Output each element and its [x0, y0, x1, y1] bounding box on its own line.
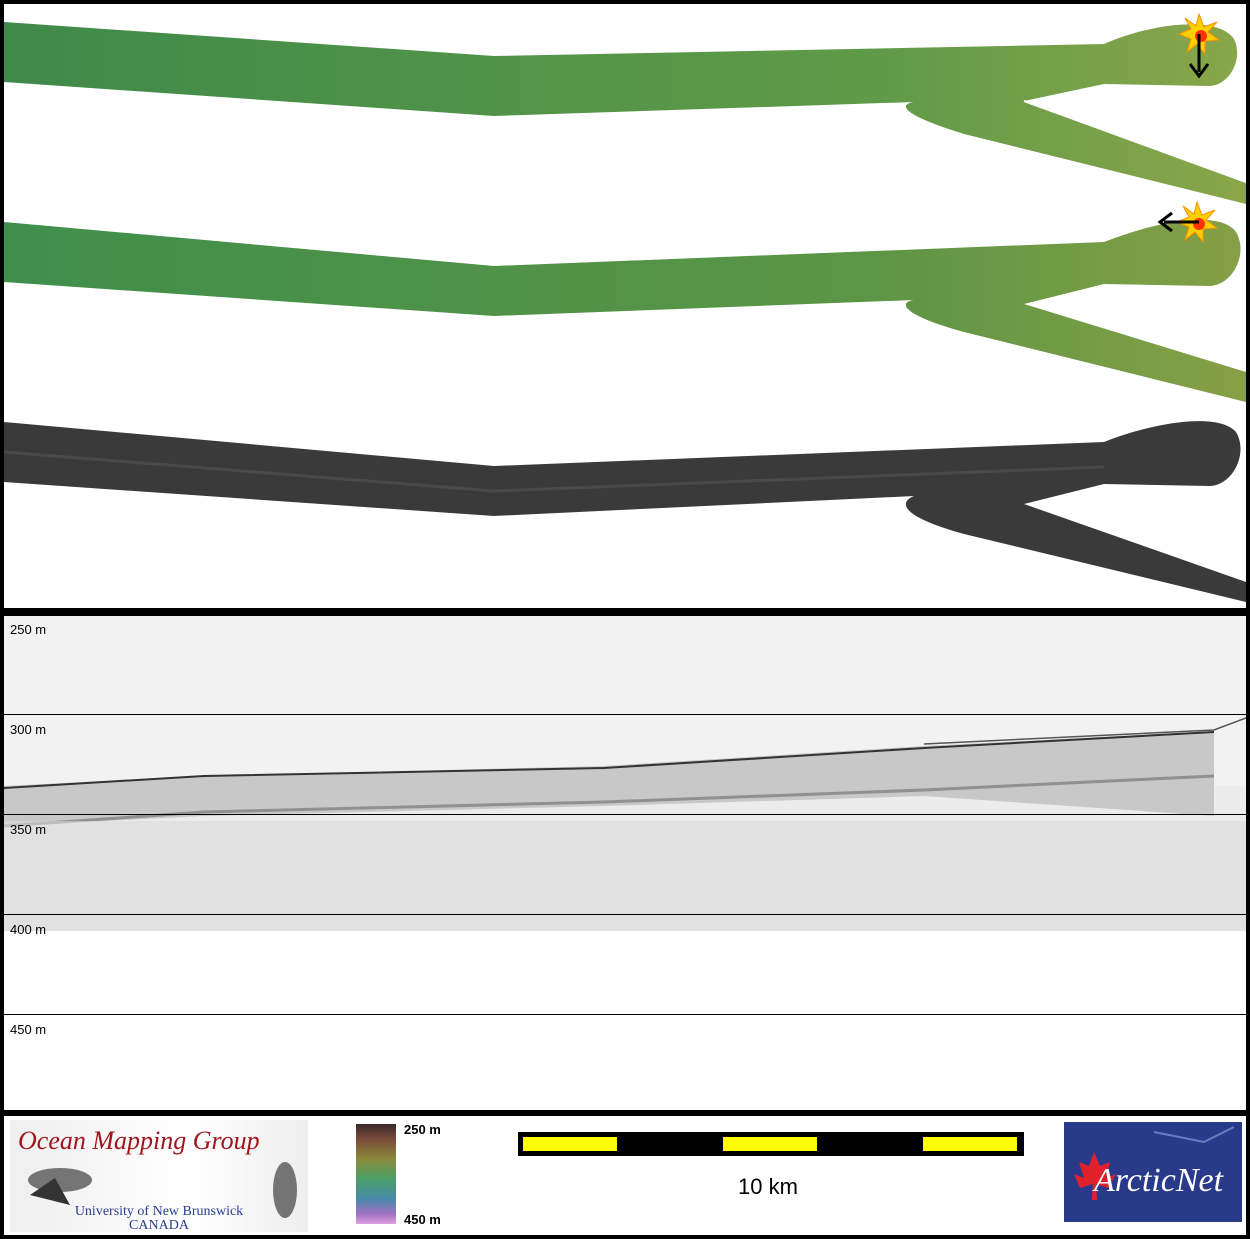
depth-gridline-400 [4, 914, 1246, 915]
scale-bar [518, 1132, 1024, 1156]
bathymetry-swath-2 [4, 219, 1246, 402]
depth-gridline-450 [4, 1014, 1246, 1015]
maple-leaf-icon [1074, 1126, 1235, 1200]
ocean-mapping-group-logo: Ocean Mapping Group University of New Br… [10, 1120, 308, 1233]
depth-label-350: 350 m [10, 822, 47, 837]
arcticnet-logo-text: ArcticNet [1094, 1162, 1224, 1199]
profile-svg [4, 616, 1246, 931]
depth-label-300: 300 m [10, 722, 47, 737]
depth-label-250: 250 m [10, 622, 47, 637]
arrow-down-icon [1188, 34, 1210, 79]
colorbar-top-label: 250 m [404, 1122, 441, 1137]
depth-gridline-300 [4, 714, 1246, 715]
colorbar-bottom-label: 450 m [404, 1212, 441, 1227]
swath-maps-panel [4, 4, 1246, 608]
subbottom-profile-panel: 250 m 300 m 350 m 400 m 450 m [4, 616, 1246, 1110]
logo-subtitle-country: CANADA [129, 1218, 189, 1233]
scale-segment [923, 1137, 1017, 1151]
backscatter-swath [4, 421, 1246, 602]
depth-label-450: 450 m [10, 1022, 47, 1037]
bathymetry-swath-1 [4, 22, 1246, 204]
arrow-left-icon [1157, 211, 1199, 233]
logo-subtitle-university: University of New Brunswick [74, 1204, 244, 1219]
logo-title: Ocean Mapping Group [18, 1126, 260, 1155]
depth-label-400: 400 m [10, 922, 47, 937]
depth-colorbar [356, 1124, 396, 1224]
scale-bar-label: 10 km [738, 1174, 798, 1199]
arcticnet-logo: ArcticNet [1064, 1122, 1242, 1222]
logo-ships-icon [28, 1162, 297, 1218]
scale-segment [523, 1137, 617, 1151]
swath-maps-svg [4, 12, 1246, 602]
legend-panel: Ocean Mapping Group University of New Br… [4, 1116, 1246, 1235]
depth-gridline-350 [4, 814, 1246, 815]
scale-segment [723, 1137, 817, 1151]
